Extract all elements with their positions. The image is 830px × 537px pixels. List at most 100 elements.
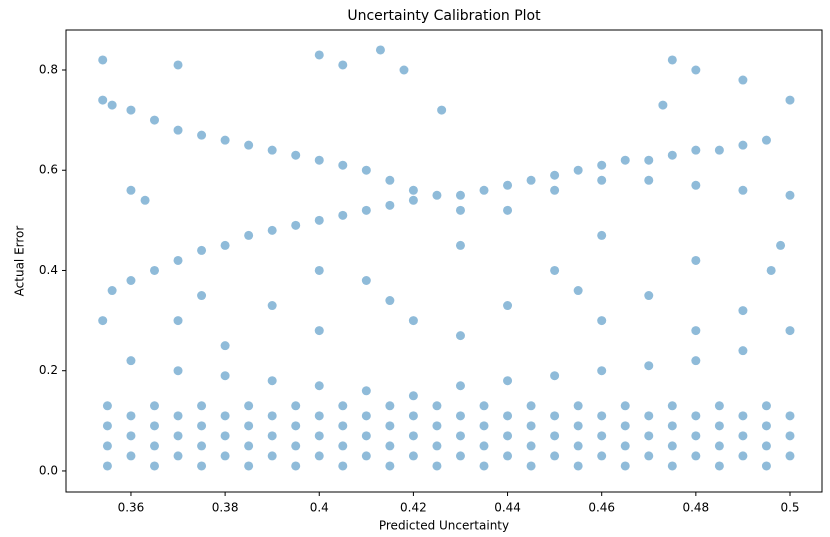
- point: [714, 441, 724, 451]
- point: [691, 431, 701, 441]
- x-tick-label: 0.46: [588, 501, 615, 515]
- point: [107, 286, 117, 296]
- chart-title: Uncertainty Calibration Plot: [347, 8, 541, 24]
- x-tick-label: 0.48: [682, 501, 709, 515]
- point: [785, 326, 795, 336]
- point: [291, 461, 301, 471]
- point: [658, 100, 668, 110]
- point: [620, 421, 630, 431]
- point: [220, 240, 230, 250]
- point: [140, 195, 150, 205]
- point: [455, 190, 465, 200]
- point: [314, 381, 324, 391]
- point: [455, 451, 465, 461]
- point: [550, 451, 560, 461]
- point: [644, 451, 654, 461]
- point: [776, 240, 786, 250]
- point: [432, 190, 442, 200]
- point: [432, 441, 442, 451]
- x-tick-label: 0.36: [118, 501, 145, 515]
- point: [526, 175, 536, 185]
- point: [291, 220, 301, 230]
- point: [338, 60, 348, 70]
- point: [244, 441, 254, 451]
- point: [197, 291, 207, 301]
- point: [573, 286, 583, 296]
- point: [455, 331, 465, 341]
- point: [385, 200, 395, 210]
- point: [550, 185, 560, 195]
- point: [173, 411, 183, 421]
- point: [408, 431, 418, 441]
- point: [244, 461, 254, 471]
- point: [667, 421, 677, 431]
- point: [620, 401, 630, 411]
- point: [126, 275, 136, 285]
- point: [314, 50, 324, 60]
- point: [197, 461, 207, 471]
- point: [338, 421, 348, 431]
- point: [738, 411, 748, 421]
- point: [149, 265, 159, 275]
- point: [173, 431, 183, 441]
- point: [691, 411, 701, 421]
- point: [126, 185, 136, 195]
- point: [597, 160, 607, 170]
- point: [785, 411, 795, 421]
- point: [314, 265, 324, 275]
- x-tick-label: 0.38: [212, 501, 239, 515]
- point: [550, 170, 560, 180]
- point: [267, 451, 277, 461]
- point: [126, 105, 136, 115]
- point: [338, 210, 348, 220]
- point: [691, 326, 701, 336]
- point: [644, 361, 654, 371]
- point: [220, 431, 230, 441]
- point: [314, 326, 324, 336]
- point: [455, 240, 465, 250]
- point: [220, 341, 230, 351]
- point: [714, 145, 724, 155]
- point: [503, 205, 513, 215]
- point: [644, 291, 654, 301]
- point: [691, 145, 701, 155]
- point: [761, 461, 771, 471]
- point: [267, 145, 277, 155]
- point: [785, 431, 795, 441]
- point: [338, 160, 348, 170]
- point: [291, 150, 301, 160]
- point: [244, 401, 254, 411]
- point: [455, 411, 465, 421]
- point: [291, 421, 301, 431]
- y-tick-label: 0.2: [39, 363, 58, 377]
- point: [437, 105, 447, 115]
- point: [408, 451, 418, 461]
- point: [455, 431, 465, 441]
- point: [738, 75, 748, 85]
- point: [338, 401, 348, 411]
- point: [338, 461, 348, 471]
- point: [267, 301, 277, 311]
- point: [691, 356, 701, 366]
- point: [197, 421, 207, 431]
- x-tick-label: 0.44: [494, 501, 521, 515]
- point: [479, 461, 489, 471]
- point: [761, 135, 771, 145]
- point: [408, 185, 418, 195]
- point: [361, 451, 371, 461]
- point: [385, 401, 395, 411]
- point: [173, 125, 183, 135]
- point: [102, 401, 112, 411]
- point: [220, 135, 230, 145]
- point: [338, 441, 348, 451]
- point: [408, 391, 418, 401]
- point: [597, 316, 607, 326]
- point: [267, 225, 277, 235]
- point: [691, 255, 701, 265]
- point: [197, 130, 207, 140]
- point: [220, 451, 230, 461]
- point: [738, 431, 748, 441]
- point: [761, 421, 771, 431]
- x-tick-label: 0.42: [400, 501, 427, 515]
- point: [173, 451, 183, 461]
